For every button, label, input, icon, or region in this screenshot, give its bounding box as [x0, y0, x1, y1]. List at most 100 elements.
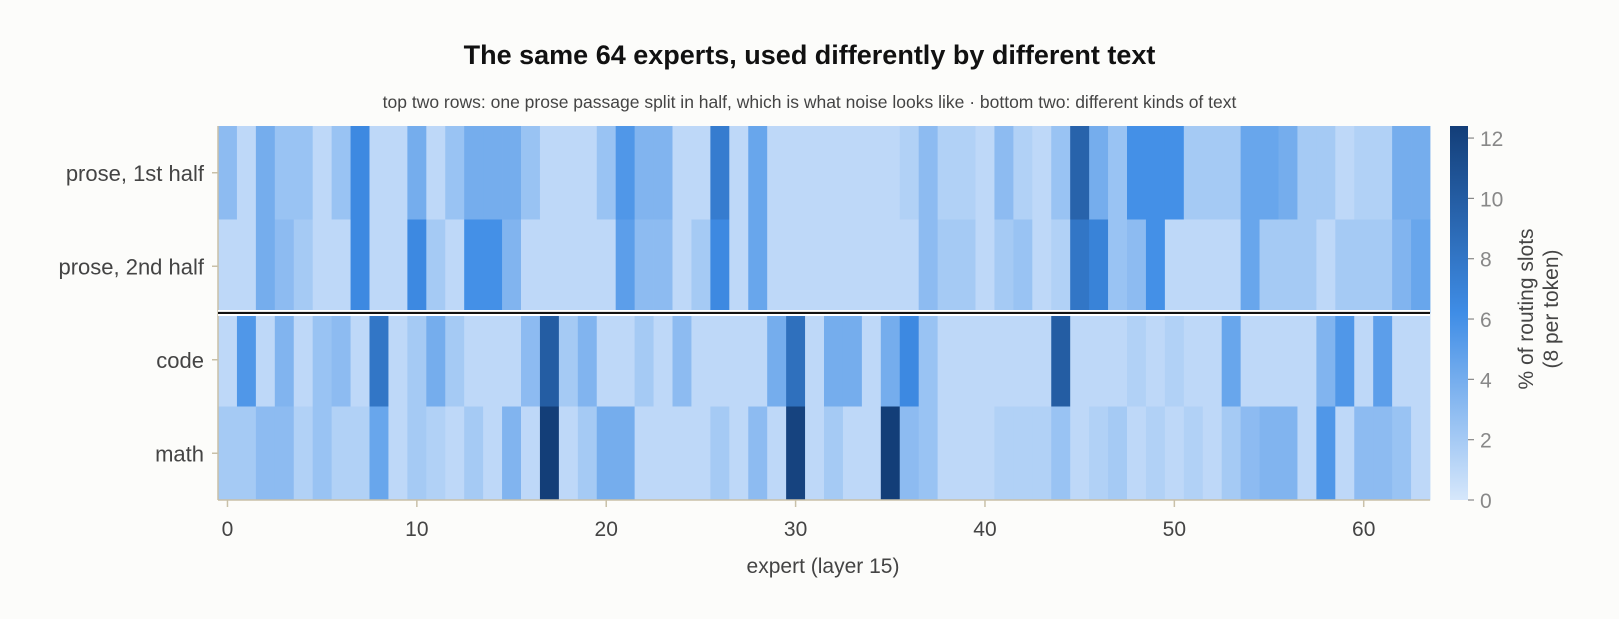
heatmap-cell	[464, 219, 484, 314]
heatmap-cell	[312, 126, 333, 220]
heatmap-cell	[842, 219, 863, 314]
heatmap-cell	[558, 406, 579, 501]
colorbar: 0 2 4 6 8 10 12	[1450, 126, 1503, 513]
heatmap-cell	[1297, 126, 1317, 220]
heatmap-cell	[937, 406, 957, 501]
heatmap-cell	[994, 406, 1014, 501]
heatmap-cell	[426, 126, 446, 220]
heatmap-cell	[1354, 219, 1374, 314]
heatmap-cell	[577, 313, 598, 407]
heatmap-cell	[1145, 219, 1166, 314]
heatmap-cell	[539, 313, 560, 407]
heatmap-cell	[350, 126, 370, 220]
heatmap-cell	[1108, 126, 1128, 220]
x-tick-label: 50	[1163, 518, 1186, 541]
heatmap-cell	[1183, 219, 1204, 314]
heatmap-cell	[1297, 406, 1317, 501]
heatmap-cell	[1164, 126, 1185, 220]
heatmap-cell	[1032, 219, 1052, 314]
heatmap-cell	[1411, 406, 1431, 501]
x-axis-label: expert (layer 15)	[747, 555, 900, 578]
row-label: prose, 2nd half	[58, 254, 204, 279]
heatmap-cell	[1354, 126, 1374, 220]
heatmap-cell	[293, 406, 314, 501]
heatmap-cell	[786, 126, 806, 220]
heatmap-cell	[464, 126, 484, 220]
colorbar-tick-label: 12	[1480, 128, 1503, 151]
heatmap-cell	[1164, 313, 1185, 407]
heatmap-cell	[824, 313, 844, 407]
heatmap-cell	[1373, 126, 1393, 220]
heatmap-cell	[1392, 313, 1412, 407]
heatmap-cell	[388, 126, 408, 220]
heatmap-cell	[615, 406, 636, 501]
heatmap-cell	[861, 406, 882, 501]
heatmap-cell	[805, 313, 825, 407]
heatmap-cell	[672, 313, 692, 407]
heatmap-cell	[729, 126, 749, 220]
heatmap-cell	[729, 313, 749, 407]
heatmap-cell	[388, 313, 408, 407]
heatmap-cell	[502, 406, 522, 501]
heatmap-cell	[350, 219, 370, 314]
heatmap-cell	[937, 126, 957, 220]
heatmap-cell	[1032, 126, 1052, 220]
heatmap-cell	[1089, 313, 1109, 407]
heatmap-cell	[274, 219, 295, 314]
heatmap-cell	[1240, 313, 1260, 407]
heatmap-cell	[653, 219, 673, 314]
heatmap-cell	[805, 406, 825, 501]
heatmap-cell	[1070, 313, 1090, 407]
x-tick-label: 40	[973, 518, 996, 541]
heatmap-cell	[748, 126, 768, 220]
heatmap-cell	[918, 313, 939, 407]
heatmap-cell	[956, 219, 976, 314]
heatmap-cell	[1240, 219, 1260, 314]
row-label: prose, 1st half	[66, 161, 205, 186]
heatmap-cell	[218, 406, 238, 501]
heatmap-cell	[1259, 219, 1279, 314]
heatmap-cell	[1259, 406, 1279, 501]
heatmap-cell	[1221, 219, 1242, 314]
heatmap-cell	[767, 219, 787, 314]
heatmap-cell	[274, 126, 295, 220]
row-label: code	[156, 348, 204, 373]
heatmap-cell	[502, 313, 522, 407]
x-tick-label: 20	[595, 518, 618, 541]
heatmap-cell	[255, 126, 276, 220]
heatmap-cell	[331, 126, 351, 220]
heatmap-cell	[1013, 313, 1033, 407]
heatmap-cell	[445, 126, 465, 220]
heatmap-cell	[1278, 313, 1298, 407]
heatmap-cell	[691, 406, 711, 501]
heatmap-cell	[331, 219, 351, 314]
heatmap-cell	[596, 219, 617, 314]
heatmap-cell	[255, 406, 276, 501]
heatmap-cell	[388, 406, 408, 501]
heatmap-cell	[274, 406, 295, 501]
heatmap-cell	[767, 406, 787, 501]
colorbar-tick-label: 6	[1480, 309, 1492, 332]
heatmap-cell	[1032, 313, 1052, 407]
heatmap-cell	[994, 219, 1014, 314]
heatmap-cell	[502, 219, 522, 314]
heatmap-cell	[975, 406, 995, 501]
heatmap-cell	[407, 313, 427, 407]
heatmap-cell	[521, 406, 541, 501]
heatmap-cell	[521, 126, 541, 220]
heatmap-cell	[1051, 126, 1071, 220]
heatmap-cell	[1202, 219, 1223, 314]
heatmap-cell	[274, 313, 295, 407]
heatmap-cell	[653, 406, 673, 501]
heatmap-cell	[255, 219, 276, 314]
heatmap-cell	[1145, 406, 1166, 501]
heatmap-cell	[407, 406, 427, 501]
heatmap-cell	[1411, 313, 1431, 407]
heatmap-cell	[767, 126, 787, 220]
heatmap-cell	[710, 126, 730, 220]
heatmap-axes: prose, 1st half prose, 2nd half code math 0 1…	[58, 126, 1430, 541]
colorbar-label: % of routing slots	[1515, 228, 1538, 389]
heatmap-cell	[218, 219, 238, 314]
colorbar-tick-label: 10	[1480, 188, 1503, 211]
x-tick-label: 30	[784, 518, 807, 541]
